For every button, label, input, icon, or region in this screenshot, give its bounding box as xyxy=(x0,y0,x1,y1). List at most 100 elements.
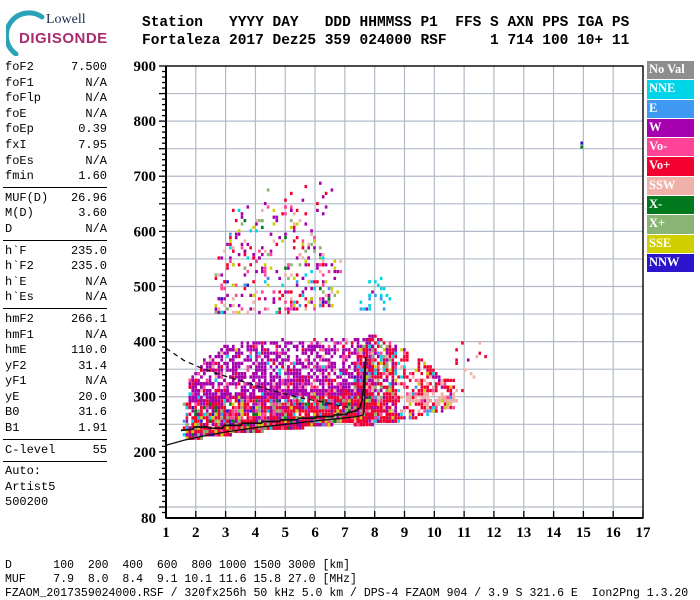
panel-divider xyxy=(3,240,107,242)
param-value: 266.1 xyxy=(70,311,107,326)
legend-label: SSE xyxy=(649,235,672,250)
param-row-ye: yE 20.0 xyxy=(5,390,107,406)
param-value: N/A xyxy=(85,290,107,305)
param-row-b1: B1 1.91 xyxy=(5,421,107,437)
param-row-fof2: foF2 7.500 xyxy=(5,60,107,76)
station-header-labels: Station YYYY DAY DDD HHMMSS P1 FFS S AXN… xyxy=(142,15,630,31)
x-axis-labels: 1 2 3 4 5 6 7 8 9 10 11 12 13 14 15 16 17 xyxy=(162,525,651,541)
legend-entry-vo-: Vo- xyxy=(647,138,694,157)
param-value: 1.60 xyxy=(78,169,107,184)
param-label: D xyxy=(5,221,13,236)
param-label: MUF(D) xyxy=(5,190,49,205)
panel-divider xyxy=(3,460,107,462)
panel-divider xyxy=(3,187,107,189)
param-row-hes: h`Es N/A xyxy=(5,290,107,306)
param-value: 31.4 xyxy=(78,358,107,373)
distance-row: D 100 200 400 600 800 1000 1500 3000 [km… xyxy=(5,559,351,572)
param-label: foEs xyxy=(5,153,34,168)
param-label: yF1 xyxy=(5,374,27,389)
param-label: foFlp xyxy=(5,91,42,106)
param-row-md: M(D) 3.60 xyxy=(5,206,107,222)
param-row-foep: foEp 0.39 xyxy=(5,122,107,138)
parameter-panel: foF2 7.500 foF1 N/A foFlp N/A foE N/A foEp 0.39 fx… xyxy=(3,60,107,511)
legend-label: X+ xyxy=(649,216,666,231)
legend-entry-x+: X+ xyxy=(647,215,694,234)
legend-entry-x-: X- xyxy=(647,196,694,215)
param-value: 7.500 xyxy=(70,60,107,74)
logo-lowell-text: Lowell xyxy=(46,12,86,27)
param-value: 55 xyxy=(92,442,107,457)
param-label: hmF1 xyxy=(5,327,34,342)
param-row-b0: B0 31.6 xyxy=(5,405,107,421)
param-value: 3.60 xyxy=(78,206,107,221)
legend-entry-w: W xyxy=(647,118,694,138)
param-label: hmF2 xyxy=(5,311,34,326)
legend-entry-nnw: NNW xyxy=(647,253,694,273)
param-row-hmf1: hmF1 N/A xyxy=(5,328,107,344)
x-axis-ticks xyxy=(165,511,644,518)
dashed-trace xyxy=(165,347,349,408)
param-row-hme: hmE 110.0 xyxy=(5,343,107,359)
legend-entry-nne: NNE xyxy=(647,80,694,99)
param-row-d: D N/A xyxy=(5,222,107,238)
param-row-fxi: fxI 7.95 xyxy=(5,138,107,154)
param-row-fof1: foF1 N/A xyxy=(5,76,107,92)
legend-entry-noval: No Val xyxy=(647,61,694,80)
param-value: N/A xyxy=(85,75,107,90)
legend-entry-ssw: SSW xyxy=(647,176,694,196)
param-label: C-level xyxy=(5,442,56,457)
param-value: N/A xyxy=(85,106,107,121)
digisonde-logo: Lowell DIGISONDE xyxy=(6,8,136,56)
param-label: h`E xyxy=(5,274,27,289)
legend-label: E xyxy=(649,100,658,115)
param-label: h`F xyxy=(5,243,27,258)
param-value: 235.0 xyxy=(70,259,107,274)
legend-label: Vo+ xyxy=(649,158,671,173)
param-label: 500200 xyxy=(5,495,49,510)
legend-entry-e: E xyxy=(647,99,694,118)
true-height-profile xyxy=(165,356,367,446)
param-row-yf1: yF1 N/A xyxy=(5,374,107,390)
panel-divider xyxy=(3,439,107,441)
param-label: foF2 xyxy=(5,60,34,74)
legend-label: NNE xyxy=(649,81,676,96)
param-value: 31.6 xyxy=(78,405,107,420)
param-row-foe: foE N/A xyxy=(5,107,107,123)
param-label: fmin xyxy=(5,169,34,184)
param-label: B0 xyxy=(5,405,20,420)
param-label: Auto: xyxy=(5,464,42,479)
legend-entry-sse: SSE xyxy=(647,234,694,253)
param-value: N/A xyxy=(85,91,107,106)
param-label: fxI xyxy=(5,137,27,152)
param-value: N/A xyxy=(85,153,107,168)
logo-digisonde-text: DIGISONDE xyxy=(19,30,108,47)
param-label: yF2 xyxy=(5,358,27,373)
param-value: 110.0 xyxy=(70,343,107,358)
param-value: N/A xyxy=(85,374,107,389)
param-value: N/A xyxy=(85,327,107,342)
param-label: foE xyxy=(5,106,27,121)
param-label: foEp xyxy=(5,122,34,137)
param-row-500200: 500200 xyxy=(5,495,107,511)
param-label: foF1 xyxy=(5,75,34,90)
logo-arc-icon xyxy=(6,10,45,56)
echo-trace xyxy=(180,356,367,432)
y-axis-ticks xyxy=(159,65,166,514)
param-label: hmE xyxy=(5,343,27,358)
param-row-fmin: fmin 1.60 xyxy=(5,169,107,185)
legend-label: W xyxy=(649,119,662,134)
param-row-clevel: C-level 55 xyxy=(5,443,107,459)
param-label: M(D) xyxy=(5,206,34,221)
param-row-auto: Auto: xyxy=(5,464,107,480)
legend-label: NNW xyxy=(649,254,680,269)
panel-divider xyxy=(3,308,107,310)
param-value: 7.95 xyxy=(78,137,107,152)
param-label: B1 xyxy=(5,421,20,436)
echo-scatter xyxy=(182,141,583,440)
param-row-hmf2: hmF2 266.1 xyxy=(5,312,107,328)
param-value: 0.39 xyxy=(78,122,107,137)
param-value: 235.0 xyxy=(70,243,107,258)
legend-label: X- xyxy=(649,197,663,212)
